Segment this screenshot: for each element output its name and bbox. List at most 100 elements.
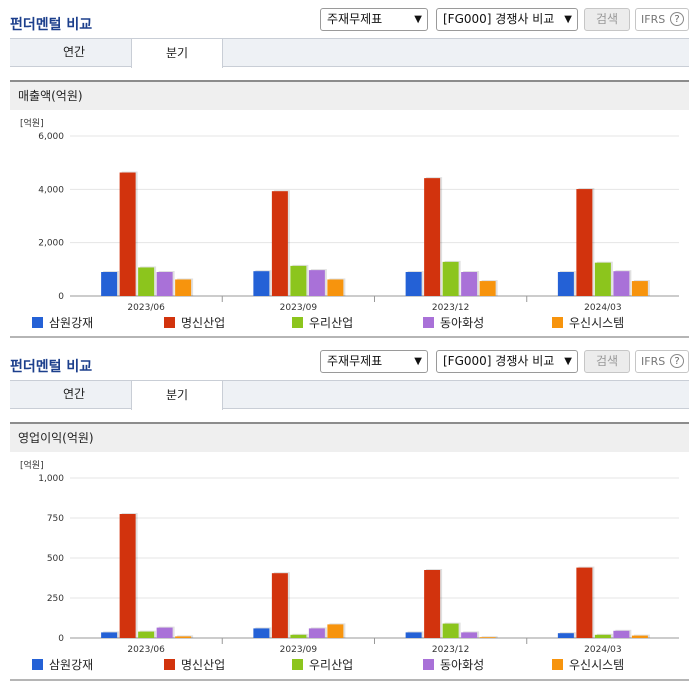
legend-item[interactable]: 동아화성 bbox=[423, 656, 484, 673]
bar bbox=[631, 635, 648, 638]
y-tick-label: 250 bbox=[47, 594, 64, 604]
peer-group-select-value: [FG000] 경쟁사 비교 bbox=[443, 354, 555, 368]
bar bbox=[253, 271, 270, 296]
bar bbox=[101, 272, 118, 296]
x-tick-label: 2023/12 bbox=[432, 303, 469, 312]
legend-swatch bbox=[292, 659, 303, 670]
y-tick-label: 2,000 bbox=[38, 239, 64, 249]
statement-select[interactable]: 주재무제표 ▼ bbox=[320, 8, 428, 31]
bar bbox=[479, 281, 496, 296]
legend-label: 삼원강재 bbox=[49, 658, 94, 672]
help-icon[interactable]: ? bbox=[670, 354, 684, 368]
bar bbox=[253, 628, 270, 638]
legend-label: 삼원강재 bbox=[49, 316, 94, 330]
section-header: 영업이익(억원) bbox=[10, 422, 689, 452]
help-icon[interactable]: ? bbox=[670, 12, 684, 26]
ifrs-button[interactable]: IFRS ? bbox=[635, 350, 689, 373]
legend-label: 우리산업 bbox=[309, 316, 354, 330]
bar bbox=[119, 172, 136, 296]
bar bbox=[594, 262, 611, 296]
search-button[interactable]: 검색 bbox=[584, 8, 630, 31]
legend-label: 우신시스템 bbox=[569, 658, 625, 672]
legend-item[interactable]: 동아화성 bbox=[423, 314, 484, 331]
legend-label: 동아화성 bbox=[440, 658, 485, 672]
bar bbox=[442, 261, 459, 296]
bar bbox=[613, 271, 630, 296]
bar bbox=[101, 632, 118, 638]
legend-item[interactable]: 삼원강재 bbox=[32, 656, 93, 673]
tab-quarterly[interactable]: 분기 bbox=[131, 38, 223, 68]
ifrs-label: IFRS bbox=[641, 355, 666, 368]
ifrs-label: IFRS bbox=[641, 13, 666, 26]
bar bbox=[175, 279, 192, 296]
operating-profit-chart: [억원] 0 250 500 750 1,000 2023/06 2023/09 2023/12… bbox=[20, 459, 679, 654]
x-tick-label: 2023/12 bbox=[432, 645, 469, 654]
bar bbox=[461, 272, 478, 296]
legend-swatch bbox=[423, 317, 434, 328]
bar bbox=[308, 628, 325, 638]
bar bbox=[327, 624, 344, 638]
legend-swatch bbox=[32, 659, 43, 670]
statement-select-value: 주재무제표 bbox=[327, 354, 383, 368]
legend-item[interactable]: 우신시스템 bbox=[552, 314, 624, 331]
bar bbox=[271, 573, 288, 638]
legend-swatch bbox=[552, 659, 563, 670]
bar bbox=[138, 267, 155, 296]
bar bbox=[327, 279, 344, 296]
x-tick-label: 2023/09 bbox=[280, 303, 318, 312]
peer-group-select-value: [FG000] 경쟁사 비교 bbox=[443, 12, 555, 26]
legend-item[interactable]: 우신시스템 bbox=[552, 656, 624, 673]
legend-item[interactable]: 명신산업 bbox=[164, 314, 225, 331]
chevron-down-icon: ▼ bbox=[414, 356, 422, 367]
tab-annual[interactable]: 연간 bbox=[62, 387, 86, 401]
legend-item[interactable]: 우리산업 bbox=[292, 656, 353, 673]
peer-group-select[interactable]: [FG000] 경쟁사 비교 ▼ bbox=[436, 8, 578, 31]
statement-select[interactable]: 주재무제표 ▼ bbox=[320, 350, 428, 373]
x-tick-label: 2024/03 bbox=[584, 645, 621, 654]
legend-swatch bbox=[32, 317, 43, 328]
legend-label: 명신산업 bbox=[181, 316, 226, 330]
tab-annual[interactable]: 연간 bbox=[62, 45, 86, 59]
bar bbox=[442, 623, 459, 638]
bar bbox=[290, 634, 307, 638]
y-tick-label: 750 bbox=[47, 514, 64, 524]
y-tick-label: 6,000 bbox=[38, 132, 64, 142]
legend-label: 우신시스템 bbox=[569, 316, 625, 330]
revenue-chart: [억원] 0 2,000 4,000 6,000 2023/06 2023/09 2023/1… bbox=[20, 117, 679, 312]
fundamental-panel-2: 펀더멘털 비교 주재무제표 ▼ [FG000] 경쟁사 비교 ▼ 검색 IFRS… bbox=[0, 342, 696, 684]
panel-title: 펀더멘털 비교 bbox=[10, 17, 93, 33]
chevron-down-icon: ▼ bbox=[564, 14, 572, 25]
legend-label: 우리산업 bbox=[309, 658, 354, 672]
divider bbox=[10, 679, 689, 681]
ifrs-button[interactable]: IFRS ? bbox=[635, 8, 689, 31]
legend-item[interactable]: 명신산업 bbox=[164, 656, 225, 673]
bar bbox=[479, 637, 496, 638]
divider bbox=[10, 336, 689, 338]
chevron-down-icon: ▼ bbox=[564, 356, 572, 367]
chevron-down-icon: ▼ bbox=[414, 14, 422, 25]
y-tick-label: 4,000 bbox=[38, 185, 64, 195]
bar bbox=[424, 178, 441, 296]
legend-swatch bbox=[552, 317, 563, 328]
tab-quarterly[interactable]: 분기 bbox=[131, 380, 223, 410]
period-tabs: 연간 분기 bbox=[10, 380, 689, 410]
x-tick-label: 2023/09 bbox=[280, 645, 318, 654]
panel-title: 펀더멘털 비교 bbox=[10, 359, 93, 375]
y-tick-label: 500 bbox=[47, 554, 64, 564]
bar bbox=[175, 636, 192, 638]
x-tick-label: 2024/03 bbox=[584, 303, 621, 312]
bar bbox=[576, 567, 593, 638]
section-header: 매출액(억원) bbox=[10, 80, 689, 110]
x-tick-label: 2023/06 bbox=[127, 645, 165, 654]
search-button[interactable]: 검색 bbox=[584, 350, 630, 373]
bar bbox=[405, 272, 422, 296]
legend-swatch bbox=[423, 659, 434, 670]
bar bbox=[631, 281, 648, 296]
legend-swatch bbox=[164, 317, 175, 328]
legend-item[interactable]: 우리산업 bbox=[292, 314, 353, 331]
x-tick-label: 2023/06 bbox=[127, 303, 165, 312]
y-unit-label: [억원] bbox=[20, 459, 44, 471]
bar bbox=[557, 272, 574, 296]
legend-item[interactable]: 삼원강재 bbox=[32, 314, 93, 331]
peer-group-select[interactable]: [FG000] 경쟁사 비교 ▼ bbox=[436, 350, 578, 373]
